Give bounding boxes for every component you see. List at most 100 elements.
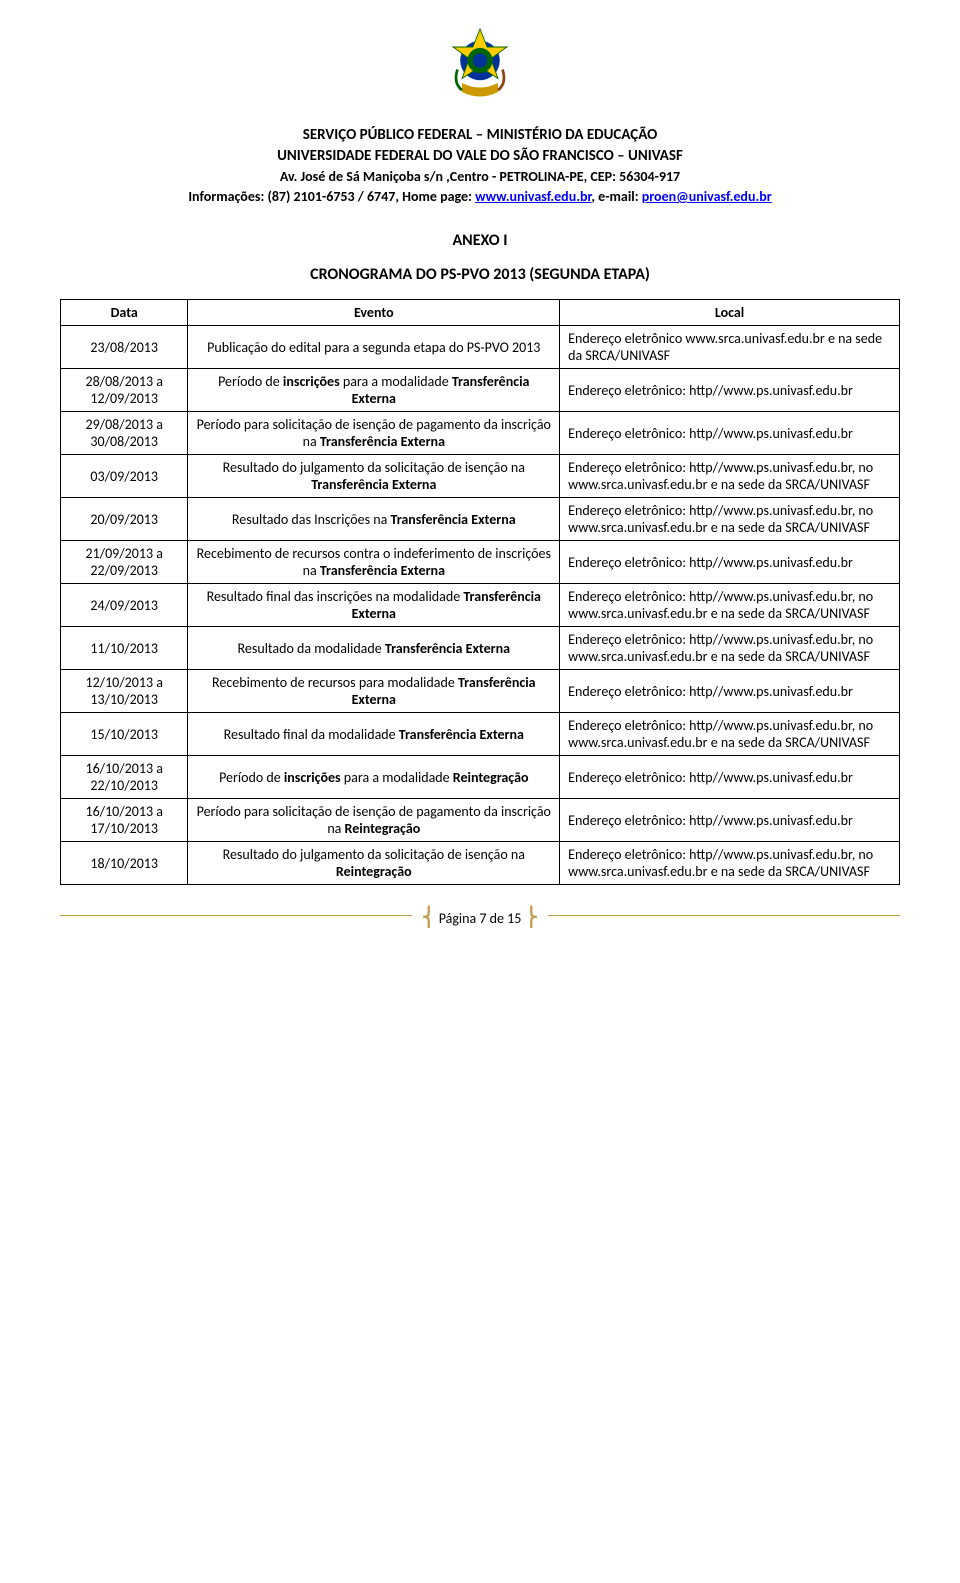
local-cell: Endereço eletrônico: http//www.ps.univas… xyxy=(560,455,900,498)
date-cell: 03/09/2013 xyxy=(61,455,188,498)
event-text: Publicação do edital para a segunda etap… xyxy=(207,339,540,356)
header-line-2: UNIVERSIDADE FEDERAL DO VALE DO SÃO FRAN… xyxy=(60,146,900,167)
event-cell: Resultado do julgamento da solicitação d… xyxy=(188,455,560,498)
date-cell: 28/08/2013 a 12/09/2013 xyxy=(61,369,188,412)
date-cell: 24/09/2013 xyxy=(61,584,188,627)
event-bold-text: Transferência Externa xyxy=(320,433,445,450)
event-bold-text: Reintegração xyxy=(453,769,529,786)
date-cell: 15/10/2013 xyxy=(61,713,188,756)
local-cell: Endereço eletrônico: http//www.ps.univas… xyxy=(560,369,900,412)
local-link[interactable]: www.srca.univasf.edu.br xyxy=(568,648,707,665)
local-cell: Endereço eletrônico: http//www.ps.univas… xyxy=(560,799,900,842)
table-row: 11/10/2013Resultado da modalidade Transf… xyxy=(61,627,900,670)
local-cell: Endereço eletrônico: http//www.ps.univas… xyxy=(560,670,900,713)
event-bold-text: Reintegração xyxy=(345,820,421,837)
page-footer: ⎨ Página 7 de 15 ⎬ xyxy=(60,915,900,938)
header-homepage-link[interactable]: www.univasf.edu.br xyxy=(475,188,591,205)
coat-of-arms-icon xyxy=(435,20,525,110)
event-text: Resultado da modalidade xyxy=(238,640,385,657)
local-text: e na sede da SRCA/UNIVASF xyxy=(708,863,870,880)
header-email-link[interactable]: proen@univasf.edu.br xyxy=(642,188,772,205)
date-cell: 29/08/2013 a 30/08/2013 xyxy=(61,412,188,455)
local-text: Endereço eletrônico: http//www.ps.univas… xyxy=(568,683,853,700)
local-text: e na sede da SRCA/UNIVASF xyxy=(708,648,870,665)
brazil-coat-of-arms-logo xyxy=(60,20,900,115)
table-row: 12/10/2013 a 13/10/2013Recebimento de re… xyxy=(61,670,900,713)
local-text: e na sede da SRCA/UNIVASF xyxy=(708,605,870,622)
local-text: Endereço eletrônico: http//www.ps.univas… xyxy=(568,588,873,605)
local-text: Endereço eletrônico: http//www.ps.univas… xyxy=(568,631,873,648)
local-cell: Endereço eletrônico: http//www.ps.univas… xyxy=(560,412,900,455)
table-row: 03/09/2013 Resultado do julgamento da sol… xyxy=(61,455,900,498)
local-text: e na sede da SRCA/UNIVASF xyxy=(708,519,870,536)
header-line-3: Av. José de Sá Maniçoba s/n ,Centro - PE… xyxy=(60,167,900,187)
event-bold-text: Transferência Externa xyxy=(399,726,524,743)
date-cell: 20/09/2013 xyxy=(61,498,188,541)
local-link[interactable]: www.srca.univasf.edu.br xyxy=(685,330,824,347)
table-row: 23/08/2013Publicação do edital para a se… xyxy=(61,326,900,369)
event-bold-text: inscrições xyxy=(283,373,340,390)
bracket-right-icon: ⎬ xyxy=(524,906,538,928)
local-text: e na sede da SRCA/UNIVASF xyxy=(708,734,870,751)
event-text: para a modalidade xyxy=(340,373,452,390)
event-bold-text: Transferência Externa xyxy=(391,511,516,528)
table-row: 28/08/2013 a 12/09/2013Período de inscri… xyxy=(61,369,900,412)
event-cell: Recebimento de recursos contra o indefer… xyxy=(188,541,560,584)
event-cell: Resultado do julgamento da solicitação d… xyxy=(188,842,560,885)
local-text: Endereço eletrônico: http//www.ps.univas… xyxy=(568,812,853,829)
event-cell: Resultado final das inscrições na modali… xyxy=(188,584,560,627)
table-row: 15/10/2013Resultado final da modalidade … xyxy=(61,713,900,756)
event-bold-text: Transferência Externa xyxy=(311,476,436,493)
table-row: 24/09/2013 Resultado final das inscrições… xyxy=(61,584,900,627)
event-cell: Publicação do edital para a segunda etap… xyxy=(188,326,560,369)
event-bold-text: Transferência Externa xyxy=(320,562,445,579)
event-cell: Período para solicitação de isenção de p… xyxy=(188,799,560,842)
date-cell: 16/10/2013 a 22/10/2013 xyxy=(61,756,188,799)
local-link[interactable]: www.srca.univasf.edu.br xyxy=(568,734,707,751)
header-line-1: SERVIÇO PÚBLICO FEDERAL – MINISTÉRIO DA … xyxy=(60,125,900,146)
local-link[interactable]: www.srca.univasf.edu.br xyxy=(568,519,707,536)
event-text: Recebimento de recursos para modalidade xyxy=(212,674,458,691)
local-text: Endereço eletrônico: http//www.ps.univas… xyxy=(568,382,853,399)
date-cell: 21/09/2013 a 22/09/2013 xyxy=(61,541,188,584)
header-data: Data xyxy=(61,300,188,326)
local-cell: Endereço eletrônico: http//www.ps.univas… xyxy=(560,541,900,584)
table-row: 20/09/2013Resultado das Inscrições na Tr… xyxy=(61,498,900,541)
event-cell: Resultado final da modalidade Transferên… xyxy=(188,713,560,756)
footer-text-wrapper: ⎨ Página 7 de 15 ⎬ xyxy=(412,906,548,928)
local-text: Endereço eletrônico: http//www.ps.univas… xyxy=(568,769,853,786)
table-row: 16/10/2013 a 22/10/2013Período de inscri… xyxy=(61,756,900,799)
date-cell: 12/10/2013 a 13/10/2013 xyxy=(61,670,188,713)
event-text: Resultado final das inscrições na modali… xyxy=(207,588,464,605)
event-text: Resultado final da modalidade xyxy=(224,726,399,743)
header-local: Local xyxy=(560,300,900,326)
table-row: 16/10/2013 a 17/10/2013Período para soli… xyxy=(61,799,900,842)
event-cell: Recebimento de recursos para modalidade … xyxy=(188,670,560,713)
page-number: Página 7 de 15 xyxy=(439,910,522,927)
event-text: Resultado do julgamento da solicitação d… xyxy=(223,846,525,863)
header-line-4-prefix: Informações: (87) 2101-6753 / 6747, Home… xyxy=(188,188,475,205)
local-text: Endereço eletrônico: http//www.ps.univas… xyxy=(568,717,873,734)
local-cell: Endereço eletrônico: http//www.ps.univas… xyxy=(560,756,900,799)
local-cell: Endereço eletrônico: http//www.ps.univas… xyxy=(560,713,900,756)
local-link[interactable]: www.srca.univasf.edu.br xyxy=(568,605,707,622)
local-text: Endereço eletrônico xyxy=(568,330,685,347)
event-text: Resultado do julgamento da solicitação d… xyxy=(223,459,525,476)
local-text: e na sede da SRCA/UNIVASF xyxy=(708,476,870,493)
schedule-table: Data Evento Local 23/08/2013Publicação d… xyxy=(60,299,900,885)
event-bold-text: Reintegração xyxy=(336,863,412,880)
cronograma-title: CRONOGRAMA DO PS-PVO 2013 (SEGUNDA ETAPA… xyxy=(60,265,900,284)
local-text: Endereço eletrônico: http//www.ps.univas… xyxy=(568,459,873,476)
header-line-4-mid: , e-mail: xyxy=(591,188,641,205)
table-header-row: Data Evento Local xyxy=(61,300,900,326)
header-evento: Evento xyxy=(188,300,560,326)
local-link[interactable]: www.srca.univasf.edu.br xyxy=(568,476,707,493)
local-link[interactable]: www.srca.univasf.edu.br xyxy=(568,863,707,880)
event-cell: Período de inscrições para a modalidade … xyxy=(188,369,560,412)
table-row: 18/10/2013Resultado do julgamento da sol… xyxy=(61,842,900,885)
event-text: para a modalidade xyxy=(341,769,453,786)
local-cell: Endereço eletrônico: http//www.ps.univas… xyxy=(560,627,900,670)
event-cell: Período para solicitação de isenção de p… xyxy=(188,412,560,455)
bracket-left-icon: ⎨ xyxy=(422,906,436,928)
event-text: Período de xyxy=(219,769,284,786)
